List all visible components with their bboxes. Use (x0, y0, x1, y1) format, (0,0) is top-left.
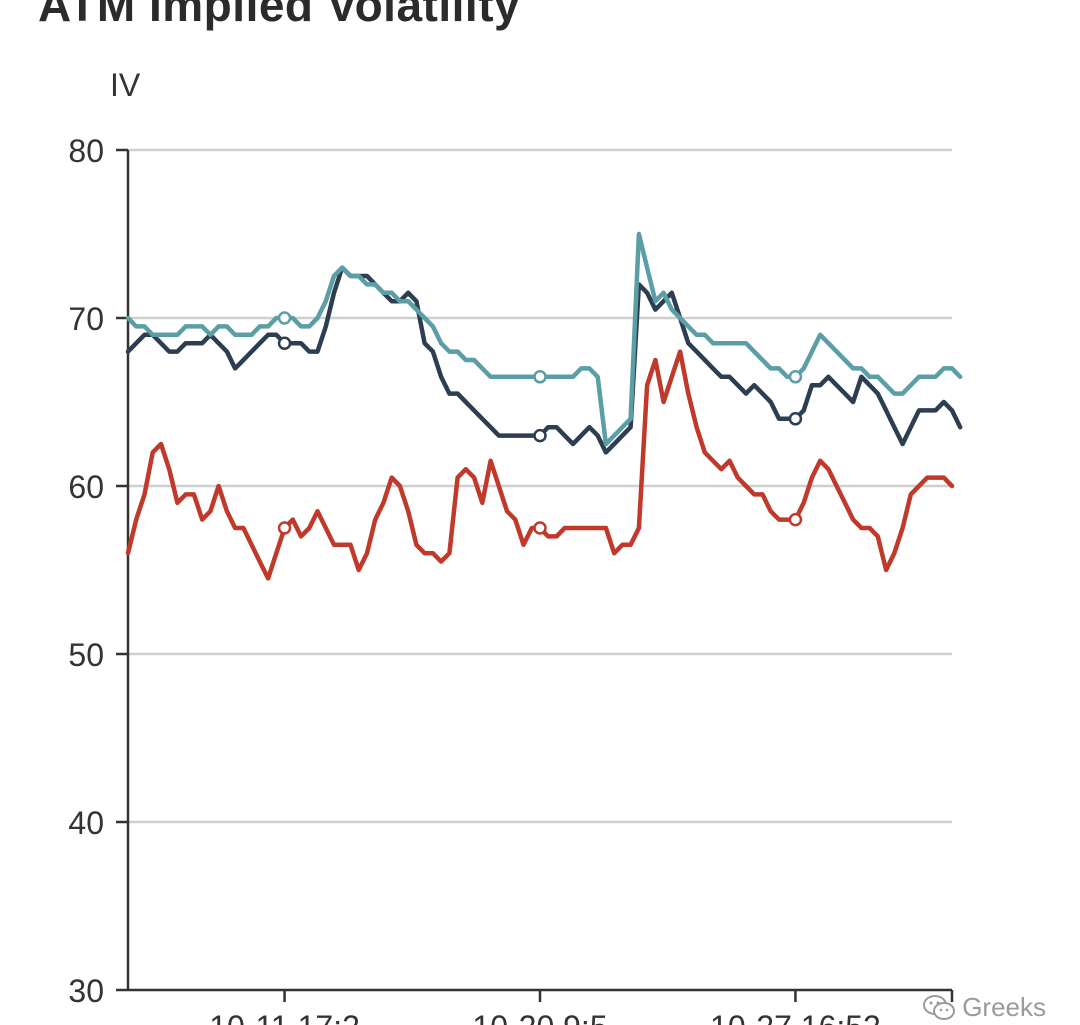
series-line-3 (125, 231, 963, 447)
y-axis-label: IV (110, 67, 141, 103)
wechat-icon (922, 994, 956, 1022)
x-tick-label: 10-11 17:2 (209, 1009, 360, 1025)
y-tick-label: 30 (68, 973, 104, 1009)
series-marker-1 (533, 521, 547, 535)
axes: 30 40 50 60 70 80 10-11 17:2 10-20 9:5 10-27 16:… (68, 133, 954, 1025)
series-layer (125, 231, 963, 581)
series-marker-2 (277, 336, 292, 350)
series-marker-1 (788, 512, 803, 527)
x-tick-label: 10-20 9:5 (472, 1009, 607, 1025)
watermark-text: Greeks (962, 992, 1046, 1022)
series-marker-3 (788, 370, 803, 384)
y-tick-label: 70 (68, 301, 104, 337)
series-marker-1 (277, 521, 292, 535)
series-line-2 (125, 265, 963, 455)
series-line-1 (125, 349, 955, 581)
series-marker-2 (788, 412, 803, 426)
series-marker-3 (533, 370, 547, 384)
y-tick-label: 60 (68, 469, 104, 505)
chart-title: ATM Implied Volatility (38, 0, 521, 31)
y-tick-label: 50 (68, 637, 104, 673)
y-tick-label: 80 (68, 133, 104, 169)
gridlines (128, 148, 952, 824)
series-marker-3 (277, 311, 292, 325)
y-tick-label: 40 (68, 805, 104, 841)
watermark: Greeks (922, 992, 1046, 1023)
series-marker-2 (533, 428, 547, 443)
x-tick-label: 10-27 16:52 (710, 1009, 881, 1025)
